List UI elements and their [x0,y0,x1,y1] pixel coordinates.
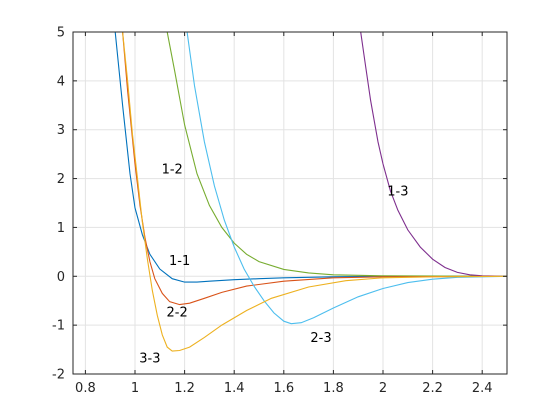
y-tick-label: 4 [57,74,65,89]
x-tick-label: 1 [131,381,139,396]
axis-ticks: 0.8 1 1.2 1.4 1.6 1.8 2 2.2 2.4 -2 -1 0 1 2 3 4 5 [52,26,507,396]
y-tick-label: 3 [57,123,65,138]
y-tick-label: 0 [57,270,65,285]
x-tick-label: 1.6 [273,381,294,396]
x-tick-label: 1.8 [323,381,344,396]
series-label-1-2: 1-2 [162,162,183,177]
x-tick-label: 2.4 [472,381,493,396]
series-label-1-3: 1-3 [387,184,408,199]
series-label-2-2: 2-2 [167,305,188,320]
x-tick-label: 1.4 [224,381,245,396]
series-label-3-3: 3-3 [139,351,160,366]
series-line-1-3 [360,32,507,277]
y-tick-label: 1 [57,221,65,236]
series-label-2-3: 2-3 [310,331,331,346]
series-lines [114,32,507,352]
x-tick-label: 0.8 [75,381,96,396]
plot-frame [72,31,508,375]
series-label-1-1: 1-1 [169,254,190,269]
grid [73,31,507,375]
series-labels: 1-1 1-2 1-3 2-2 2-3 3-3 [139,162,408,366]
x-tick-label: 2.2 [422,381,443,396]
y-tick-label: 5 [57,26,65,41]
series-line-2-3 [186,32,507,325]
series-line-1-1 [114,32,507,283]
y-tick-label: 2 [57,172,65,187]
series-line-1-2 [166,32,507,277]
x-tick-label: 2 [379,381,387,396]
series-line-3-3 [122,32,507,352]
y-tick-label: -1 [52,319,65,334]
y-tick-label: -2 [52,368,65,383]
x-tick-label: 1.2 [174,381,195,396]
